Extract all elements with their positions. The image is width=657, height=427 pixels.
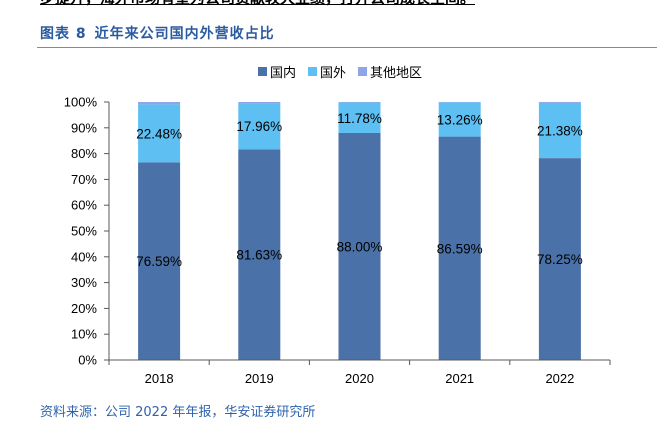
legend-label-2: 其他地区	[370, 65, 422, 80]
caption-rule	[37, 47, 657, 48]
y-tick-label-1: 10%	[71, 327, 97, 342]
legend-label-1: 国外	[320, 65, 346, 80]
bar-2018-series-2	[138, 102, 181, 105]
lead-paragraph-fragment: 步提升，海外市场有望为公司贡献较大业绩，打开公司成长空间。	[40, 0, 475, 8]
y-tick-label-6: 60%	[71, 198, 97, 213]
bar-2021-series-1	[438, 102, 481, 137]
x-tick-label-2019: 2019	[245, 371, 274, 386]
data-label-2022-series-0: 78.25%	[537, 252, 583, 267]
bar-2020-series-0	[338, 132, 381, 360]
bar-2018-series-1	[138, 104, 181, 163]
x-tick-label-2022: 2022	[545, 371, 574, 386]
data-label-2018-series-1: 22.48%	[136, 126, 182, 141]
data-label-2021-series-0: 86.59%	[437, 241, 483, 256]
y-tick-label-5: 50%	[71, 224, 97, 239]
figure-title: 近年来公司国内外营收占比	[94, 26, 275, 42]
y-tick-label-10: 100%	[64, 95, 98, 110]
bar-2019-series-2	[238, 102, 281, 104]
bar-2019-series-1	[238, 103, 281, 150]
y-tick-label-8: 80%	[71, 146, 97, 161]
bar-2022-series-1	[538, 102, 581, 159]
figure-number: 图表 8	[40, 26, 87, 42]
x-tick-label-2021: 2021	[445, 371, 474, 386]
legend-label-0: 国内	[270, 65, 296, 80]
bar-2020-series-1	[338, 102, 381, 133]
x-tick-label-2018: 2018	[145, 371, 174, 386]
x-tick-label-2020: 2020	[345, 371, 374, 386]
data-label-2020-series-0: 88.00%	[337, 239, 383, 254]
figure-caption: 图表 8 近年来公司国内外营收占比	[40, 25, 275, 43]
y-tick-label-7: 70%	[71, 172, 97, 187]
data-label-2022-series-1: 21.38%	[537, 124, 583, 139]
y-tick-label-4: 40%	[71, 249, 97, 264]
data-label-2018-series-0: 76.59%	[136, 254, 182, 269]
bar-2020-series-2	[338, 102, 381, 103]
data-label-2019-series-1: 17.96%	[236, 119, 282, 134]
bar-2022-series-0	[538, 158, 581, 360]
y-tick-label-3: 30%	[71, 275, 97, 290]
legend-swatch-0	[258, 67, 267, 76]
bar-2021-series-0	[438, 136, 481, 360]
data-label-2020-series-1: 11.78%	[337, 111, 382, 126]
legend-swatch-1	[308, 67, 317, 76]
data-label-2021-series-1: 13.26%	[437, 112, 483, 127]
bar-2018-series-0	[138, 162, 181, 360]
y-tick-label-2: 20%	[71, 301, 97, 316]
data-label-2019-series-0: 81.63%	[236, 248, 282, 263]
source-note: 资料来源：公司 2022 年年报，华安证券研究所	[40, 405, 316, 420]
y-tick-label-0: 0%	[78, 353, 97, 368]
legend-swatch-2	[358, 67, 367, 76]
bar-2019-series-0	[238, 149, 281, 360]
y-tick-label-9: 90%	[71, 120, 97, 135]
bar-2022-series-2	[538, 102, 581, 103]
